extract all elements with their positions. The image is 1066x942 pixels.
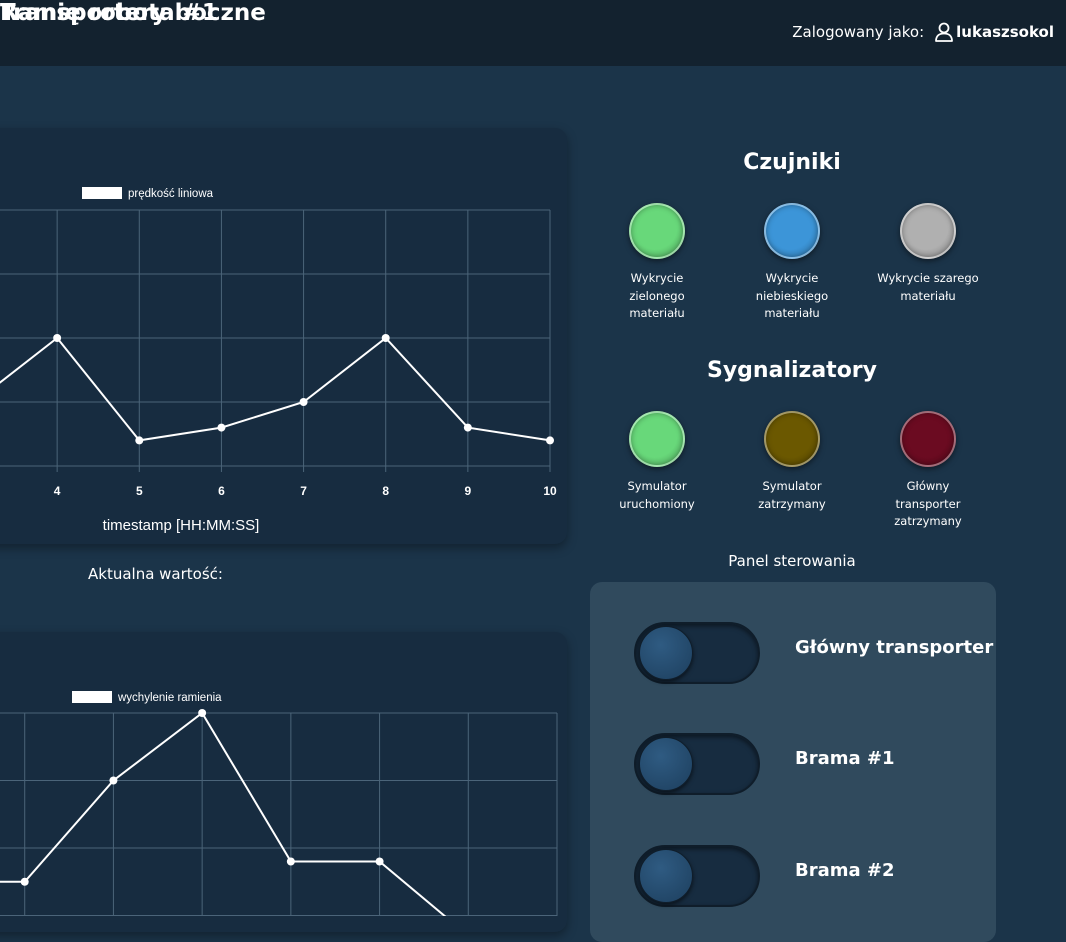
data-point — [381, 334, 390, 342]
x-tick-label: 10 — [543, 484, 557, 498]
toggle-gate-2[interactable] — [634, 845, 760, 907]
sensor-green-label: Wykrycie zielonego materiału — [629, 271, 685, 320]
data-point — [53, 334, 62, 342]
chart-title-transportery: Transportery boczne — [0, 0, 266, 26]
data-point — [135, 436, 144, 445]
logged-as-label: Zalogowany jako: — [792, 23, 925, 41]
chart-transportery: prędkość liniowa 4 5 6 7 8 9 10 timestamp [HH:MM… — [0, 187, 557, 534]
data-point — [109, 776, 118, 785]
user-icon — [935, 22, 954, 42]
data-point — [463, 423, 472, 432]
current-value-label: Aktualna wartość: — [88, 565, 223, 583]
data-point — [299, 398, 308, 406]
data-point — [198, 709, 207, 717]
signal-stopped-label: Symulator zatrzymany — [758, 479, 826, 511]
x-tick-label: 7 — [300, 484, 307, 498]
control-panel-title: Panel sterowania — [728, 552, 856, 570]
x-tick-label: 4 — [54, 484, 61, 498]
data-point — [20, 877, 29, 886]
data-point — [217, 423, 226, 432]
x-tick-label: 6 — [218, 484, 225, 498]
sensor-green-indicator — [629, 203, 685, 259]
legend-swatch — [72, 691, 112, 703]
legend-swatch — [82, 187, 122, 199]
signals-title: Sygnalizatory — [707, 358, 877, 383]
signal-running-indicator — [629, 411, 685, 467]
signal-stopped-indicator — [764, 411, 820, 467]
signal-main-stopped-indicator — [900, 411, 956, 467]
x-tick-label: 8 — [382, 484, 389, 498]
toggle-gate-1[interactable] — [634, 733, 760, 795]
sensor-blue-label: Wykrycie niebieskiego materiału — [755, 271, 829, 320]
top-bar: Zalogowany jako: lukaszsokol — [0, 0, 1066, 66]
series-line — [0, 336, 551, 442]
sensor-gray-label: Wykrycie szarego materiału — [877, 271, 979, 303]
toggle-knob[interactable] — [639, 737, 693, 791]
x-axis-label: timestamp [HH:MM:SS] — [103, 517, 260, 534]
sensor-blue-indicator — [764, 203, 820, 259]
signal-running-label: Symulator uruchomiony — [619, 479, 695, 511]
signal-main-stopped-label: Główny transporter zatrzymany — [894, 479, 962, 528]
sensor-gray-indicator — [900, 203, 956, 259]
series-line — [0, 711, 447, 916]
x-tick-label: 9 — [465, 484, 472, 498]
login-info: Zalogowany jako: lukaszsokol — [792, 20, 1054, 44]
toggle-gate-1-label: Brama #1 — [795, 748, 895, 769]
toggle-knob[interactable] — [639, 626, 693, 680]
legend-label: prędkość liniowa — [128, 188, 214, 200]
data-point — [286, 857, 295, 866]
toggle-knob[interactable] — [639, 849, 693, 903]
chart-card-ramie — [0, 632, 567, 932]
username[interactable]: lukaszsokol — [956, 23, 1054, 41]
x-tick-label: 5 — [136, 484, 143, 498]
toggle-gate-2-label: Brama #2 — [795, 860, 895, 881]
sensors-title: Czujniki — [743, 150, 841, 175]
toggle-main-transporter[interactable] — [634, 622, 760, 684]
legend-label: wychylenie ramienia — [117, 692, 222, 704]
data-point — [546, 436, 554, 445]
chart-title-ramie: Ramię robota #1 — [0, 0, 218, 26]
toggle-main-transporter-label: Główny transporter — [795, 637, 994, 658]
data-point — [375, 857, 384, 866]
